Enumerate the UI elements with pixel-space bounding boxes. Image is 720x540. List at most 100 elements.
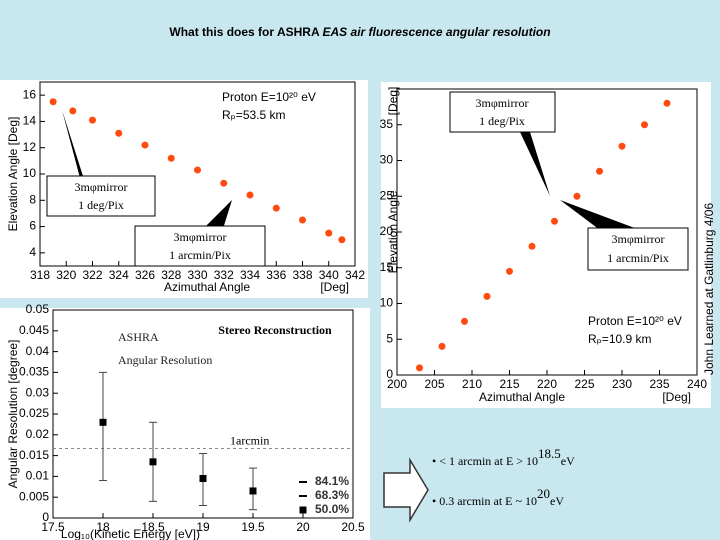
callout-text: 3mφmirror: [75, 180, 128, 194]
point: [89, 116, 96, 124]
callout-text: 3mφmirror: [174, 230, 227, 244]
point: [483, 292, 491, 300]
callout-pointer: [560, 200, 640, 230]
x-tick-label: 19: [196, 520, 210, 534]
x-tick-label: 17.5: [41, 520, 65, 534]
x-tick-label: 220: [537, 377, 557, 391]
x-axis-unit: [Deg]: [662, 390, 691, 404]
point: [551, 217, 558, 225]
panel: [0, 308, 370, 540]
reference-label: 1arcmin: [230, 433, 269, 447]
x-tick-label: 19.5: [241, 520, 265, 534]
x-tick-label: 318: [30, 268, 50, 282]
y-tick-label: 0.035: [19, 365, 49, 379]
y-tick-label: 0: [386, 367, 393, 381]
x-tick-label: 330: [187, 268, 207, 282]
charts: 318 320 322 324 326 328 330 332 334 336 338 340 342 4…: [6, 81, 707, 540]
x-tick-label: 320: [56, 268, 76, 282]
ashra-label: Angular Resolution: [118, 353, 212, 367]
y-tick-label: 0.045: [19, 323, 49, 337]
legend-marker: [299, 506, 307, 514]
annotation: Proton E=10²⁰ eV: [222, 90, 316, 104]
x-tick-label: 230: [612, 377, 632, 391]
point: [69, 107, 77, 115]
point: [325, 229, 333, 237]
point: [663, 99, 671, 107]
x-tick-label: 18: [96, 520, 110, 534]
x-tick-label: 328: [161, 268, 181, 282]
y-tick-label: 6: [29, 219, 36, 233]
x-axis-label: Log₁₀(Kinetic Energy [eV]): [61, 527, 200, 540]
x-tick-label: 322: [82, 268, 102, 282]
point: [220, 179, 228, 187]
y-tick-label: 12: [23, 140, 37, 154]
y-tick-label: 30: [380, 153, 394, 167]
title-part: What this does for ASHRA: [169, 25, 322, 39]
y-axis-unit: [Deg]: [386, 87, 400, 116]
x-tick-label: 240: [687, 377, 707, 391]
y-tick-label: 0.04: [26, 344, 50, 358]
x-tick-label: 336: [266, 268, 286, 282]
marker: [149, 458, 157, 466]
legend-label: 50.0%: [315, 502, 349, 516]
slide-title: What this does for ASHRA EAS air fluores…: [169, 25, 550, 39]
x-tick-label: 215: [499, 377, 519, 391]
x-tick-label: 18.5: [141, 520, 165, 534]
bullet-tail: eV: [550, 494, 564, 508]
marker: [99, 418, 107, 426]
point: [618, 142, 626, 150]
y-tick-label: 4: [29, 245, 36, 259]
chart-title: Stereo Reconstruction: [218, 323, 332, 337]
point: [49, 98, 57, 106]
y-tick-label: 0.02: [26, 427, 50, 441]
x-tick-label: 332: [214, 268, 234, 282]
y-tick-label: 0.025: [19, 406, 49, 420]
ashra-label: ASHRA: [118, 330, 159, 344]
point: [194, 166, 201, 174]
bullet-tail: eV: [561, 454, 575, 468]
point: [596, 167, 603, 175]
point: [272, 204, 280, 212]
x-tick-label: 326: [135, 268, 155, 282]
point: [299, 216, 306, 224]
y-tick-label: 0: [42, 510, 49, 524]
callout-box: [134, 225, 266, 267]
callout-box: [46, 175, 156, 217]
y-tick-label: 0.05: [26, 302, 50, 316]
callout-text: 3mφmirror: [476, 96, 529, 110]
annotation: Rₚ=53.5 km: [222, 108, 286, 122]
x-tick-label: 324: [109, 268, 129, 282]
callout-text: 3mφmirror: [612, 232, 665, 246]
arrow: [383, 457, 429, 523]
point: [141, 141, 149, 149]
y-tick-label: 10: [380, 296, 394, 310]
annotation: Rₚ=10.9 km: [588, 332, 652, 346]
point: [438, 342, 446, 350]
x-tick-label: 210: [462, 377, 482, 391]
marker: [199, 474, 207, 482]
x-tick-label: 200: [387, 377, 407, 391]
x-tick-label: 20.5: [341, 520, 365, 534]
y-tick-label: 20: [380, 224, 394, 238]
y-tick-label: 5: [386, 331, 393, 345]
y-tick-label: 0.01: [26, 469, 50, 483]
callout-text: 1 arcmin/Pix: [607, 251, 669, 265]
y-tick-label: 10: [23, 166, 37, 180]
x-tick-label: 334: [240, 268, 260, 282]
legend-label: 84.1%: [315, 474, 349, 488]
x-tick-label: 20: [296, 520, 310, 534]
y-tick-label: 0.03: [26, 385, 50, 399]
legend-label: 68.3%: [315, 488, 349, 502]
y-axis-label: Angular Resolution [degree]: [6, 340, 20, 489]
annotation: Proton E=10²⁰ eV: [588, 314, 682, 328]
bullet-sup: 18.5: [538, 446, 561, 461]
callout-box: [587, 227, 689, 271]
callout-text: 1 deg/Pix: [479, 114, 525, 128]
bullet: • 0.3 arcmin at E ~ 1020eV: [432, 486, 564, 508]
x-axis-label: Azimuthal Angle: [164, 280, 250, 294]
point: [641, 121, 648, 129]
point: [573, 192, 581, 200]
point: [461, 317, 468, 325]
point: [528, 242, 536, 250]
